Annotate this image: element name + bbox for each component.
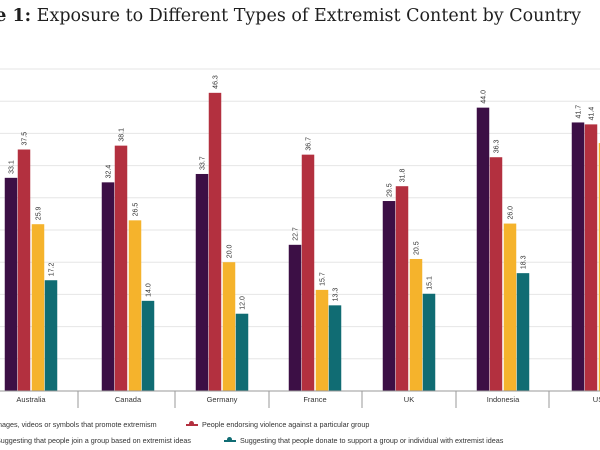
data-label: 41.7 [575, 105, 582, 119]
bar [395, 186, 409, 391]
data-label: 14.0 [145, 283, 152, 297]
bar [141, 300, 155, 391]
legend-label-join: Suggesting that people join a group base… [0, 436, 191, 445]
data-label: 38.1 [118, 128, 125, 142]
data-label: 20.0 [226, 244, 233, 258]
data-label: 29.5 [386, 183, 393, 197]
bar [235, 313, 249, 391]
data-label: 18.3 [520, 255, 527, 269]
data-label: 37.5 [21, 132, 28, 146]
x-tick-label: Germany [207, 395, 238, 404]
data-label: 26.5 [132, 203, 139, 217]
bar [584, 124, 598, 391]
chart-title: re 1: Exposure to Different Types of Ext… [0, 6, 581, 26]
bar [44, 280, 58, 391]
bars [4, 92, 600, 392]
bar [503, 223, 517, 391]
data-label: 33.1 [8, 160, 15, 174]
x-tick-label: UK [404, 395, 414, 404]
data-label: 15.1 [426, 276, 433, 290]
legend-label-donate: Suggesting that people donate to support… [240, 436, 504, 445]
x-tick-label: Canada [115, 395, 142, 404]
bar [382, 201, 396, 391]
bar [489, 157, 503, 391]
data-label: 20.5 [413, 241, 420, 255]
data-label: 46.3 [212, 75, 219, 89]
data-label: 17.2 [48, 263, 55, 277]
data-label: 25.9 [35, 206, 42, 220]
legend-label-violence: People endorsing violence against a part… [202, 420, 370, 429]
title-text: Exposure to Different Types of Extremist… [36, 6, 581, 26]
x-tick-label: US [593, 395, 600, 404]
bar [288, 244, 302, 391]
data-label: 13.3 [332, 288, 339, 302]
data-label: 26.0 [507, 206, 514, 220]
data-label: 31.8 [399, 168, 406, 182]
bar [315, 289, 329, 391]
legend: mages, videos or symbols that promote ex… [0, 400, 600, 450]
bar [195, 173, 209, 391]
bar [17, 149, 31, 391]
legend-item-join: Suggesting that people join a group base… [0, 436, 191, 445]
legend-item-violence: People endorsing violence against a part… [186, 420, 369, 429]
legend-marker-violence [186, 421, 198, 426]
data-label: 12.0 [239, 296, 246, 310]
legend-item-donate: Suggesting that people donate to support… [224, 436, 503, 445]
x-tick-label: Australia [16, 395, 46, 404]
bar [208, 92, 222, 391]
bar [31, 224, 45, 391]
bar [409, 258, 423, 391]
data-label: 22.7 [292, 227, 299, 241]
bar [328, 305, 342, 391]
bar [422, 293, 436, 391]
bar [222, 262, 236, 391]
legend-label-images: mages, videos or symbols that promote ex… [0, 420, 157, 429]
data-label: 33.7 [199, 156, 206, 170]
x-axis: Australia Canada Germany France UK Indonesia U… [0, 390, 600, 408]
bar [4, 177, 18, 391]
x-tick-label: Indonesia [487, 395, 520, 404]
bar [101, 182, 115, 391]
bar [598, 143, 600, 391]
data-label: 44.0 [480, 90, 487, 104]
legend-item-images: mages, videos or symbols that promote ex… [0, 420, 157, 429]
data-label: 41.4 [588, 107, 595, 121]
bar [128, 220, 142, 391]
data-label: 32.4 [105, 165, 112, 179]
data-label: 36.3 [493, 139, 500, 153]
data-labels: 33.1 32.4 33.7 22.7 29.5 44.0 41.7 37.5 38.1 46.3… [8, 75, 595, 310]
bar [114, 145, 128, 391]
bar [476, 107, 490, 391]
x-tick-label: France [303, 395, 326, 404]
data-label: 15.7 [319, 272, 326, 286]
data-label: 36.7 [305, 137, 312, 151]
bar [516, 273, 530, 391]
legend-marker-donate [224, 437, 236, 442]
bar [301, 154, 315, 391]
figure-number: re 1: [0, 6, 32, 26]
bar [571, 122, 585, 392]
